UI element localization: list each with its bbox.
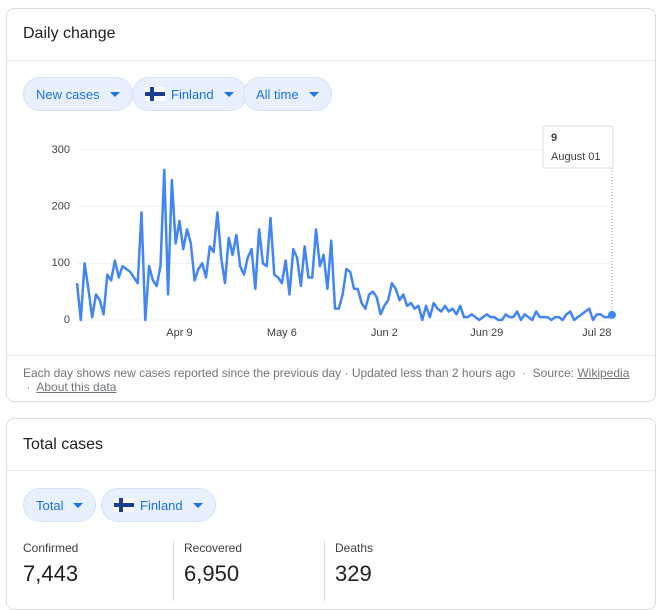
card-title: Total cases [23, 436, 104, 453]
x-tick-label: Jun 29 [470, 327, 503, 339]
region-chip[interactable]: Finland [132, 77, 247, 111]
x-tick-label: Jul 28 [582, 327, 611, 339]
y-tick-label: 0 [64, 314, 70, 326]
y-tick-label: 300 [52, 144, 70, 156]
stat-value: 7,443 [23, 561, 79, 586]
stat-value: 329 [335, 561, 372, 586]
stat: Deaths 329 [324, 541, 373, 601]
divider [7, 60, 655, 61]
separator: · [26, 380, 31, 394]
stat: Recovered 6,950 [173, 541, 242, 601]
data-line [75, 168, 613, 322]
note: Each day shows new cases reported since … [23, 366, 516, 380]
page: Daily change New cases Finland All time … [6, 8, 656, 610]
daily-card: Daily change New cases Finland All time … [6, 8, 656, 402]
y-tick-label: 100 [52, 257, 70, 269]
range-chip[interactable]: All time [243, 77, 332, 111]
chip-label: Total [36, 497, 64, 513]
card-title: Daily change [23, 25, 116, 42]
stat: Confirmed 7,443 [13, 541, 78, 601]
x-tick-label: Apr 9 [166, 327, 192, 339]
flag [145, 87, 165, 101]
tooltip-label: August 01 [551, 151, 601, 163]
divider [7, 470, 655, 471]
metric-chip[interactable]: New cases [23, 77, 133, 111]
region-chip[interactable]: Finland [101, 488, 216, 522]
x-tick-label: May 6 [267, 327, 297, 339]
chip-label: Finland [140, 497, 183, 513]
chart: 0 100 200 300 Apr 9 May 6 Jun 2 Jun 29 Jul 28 9 Au… [52, 125, 616, 339]
footer: Each day shows new cases reported since … [23, 366, 643, 394]
source-link[interactable]: Wikipedia [577, 366, 630, 380]
tooltip [542, 125, 614, 169]
hover-point [608, 310, 616, 319]
flag [114, 498, 134, 512]
chip-label: New cases [36, 86, 100, 102]
stat-label: Deaths [335, 541, 374, 555]
about-link[interactable]: About this data [36, 380, 117, 394]
separator: · [521, 366, 526, 380]
y-tick-label: 200 [52, 201, 70, 213]
stat-value: 6,950 [184, 561, 240, 586]
metric-chip[interactable]: Total [23, 488, 97, 522]
stat-label: Confirmed [23, 541, 79, 555]
chip-label: All time [256, 86, 299, 102]
total-card: Total cases Total Finland Confirmed 7,443… [6, 418, 656, 610]
divider [7, 355, 655, 356]
stat-label: Recovered [184, 541, 243, 555]
chip-label: Finland [171, 86, 214, 102]
source-label: Source: [532, 366, 574, 380]
x-tick-label: Jun 2 [371, 327, 398, 339]
tooltip-value: 9 [551, 132, 557, 144]
